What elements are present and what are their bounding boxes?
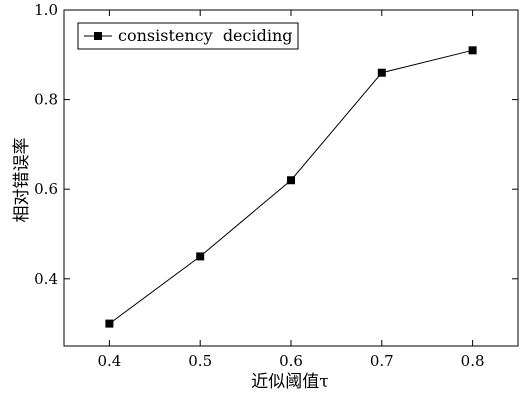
x-tick-label: 0.6 bbox=[279, 352, 303, 370]
x-tick-label: 0.8 bbox=[461, 352, 485, 370]
y-tick-label: 0.4 bbox=[34, 270, 58, 288]
data-point-marker bbox=[196, 252, 205, 261]
data-point-marker bbox=[468, 46, 477, 55]
series-line bbox=[109, 49, 473, 325]
x-tick-label: 0.4 bbox=[97, 352, 121, 370]
ticks-layer: 0.4 0.5 0.6 0.7 0.8 0.4 0.6 0.8 1.0 bbox=[34, 1, 518, 370]
x-axis-label: 近似阈值τ bbox=[251, 372, 328, 392]
series-layer bbox=[105, 46, 477, 328]
axis-labels: 近似阈值τ 相对错误率 bbox=[12, 138, 329, 393]
y-axis-label: 相对错误率 bbox=[12, 138, 32, 223]
legend-marker-sample bbox=[94, 32, 102, 40]
legend-box bbox=[77, 22, 299, 50]
x-tick-label: 0.5 bbox=[188, 352, 212, 370]
data-point-marker bbox=[377, 68, 386, 77]
legend-label: consistency deciding bbox=[118, 26, 293, 45]
y-tick-label: 0.6 bbox=[34, 180, 58, 198]
y-tick-label: 0.8 bbox=[34, 91, 58, 109]
data-point-marker bbox=[287, 176, 295, 185]
x-tick-label: 0.7 bbox=[370, 352, 394, 370]
data-point-marker bbox=[105, 319, 114, 328]
y-tick-label: 1.0 bbox=[34, 1, 58, 19]
legend: consistency deciding bbox=[77, 22, 299, 50]
